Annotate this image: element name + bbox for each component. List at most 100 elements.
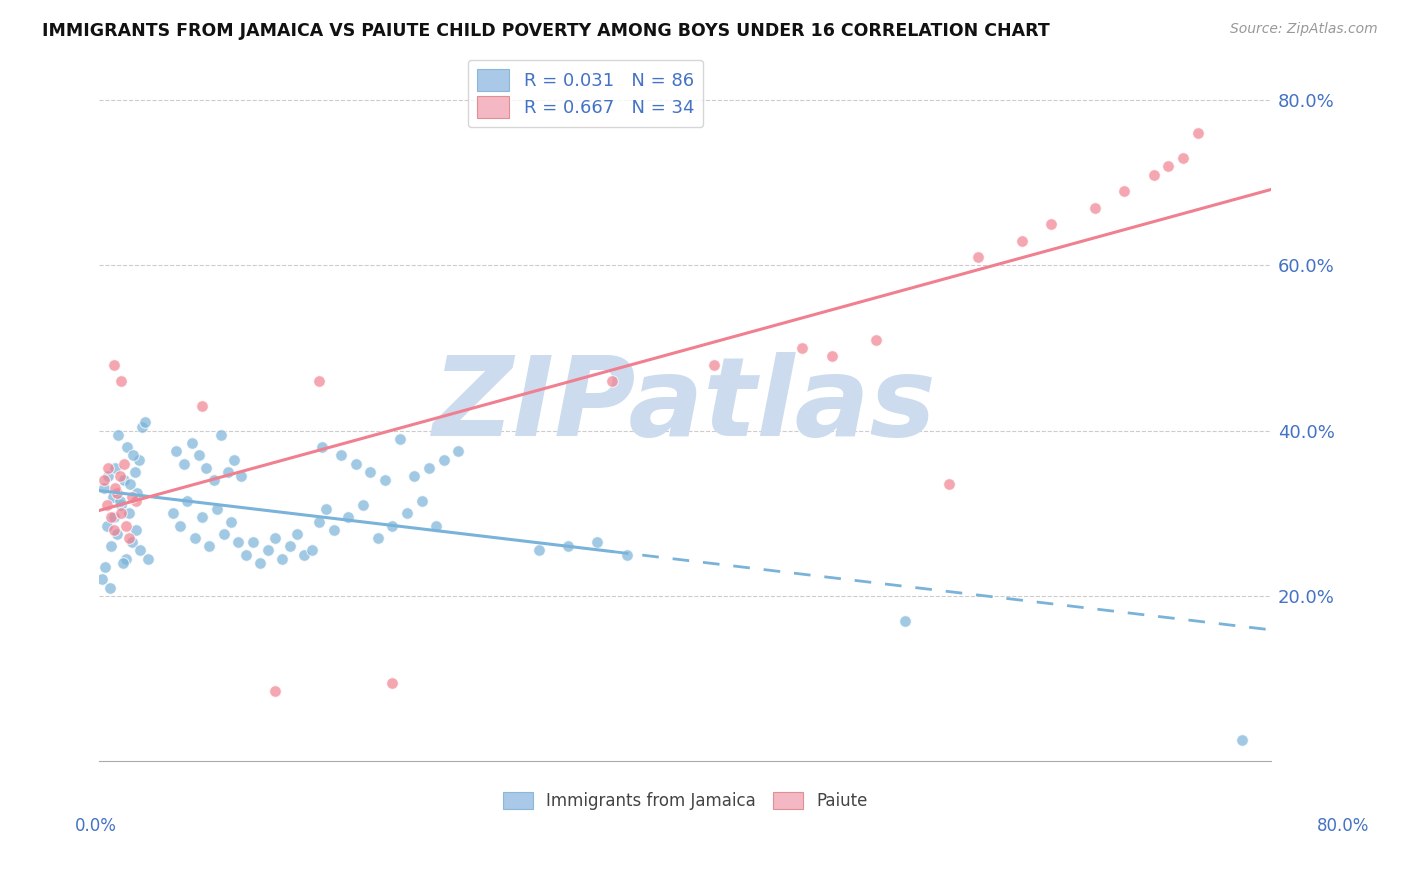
Point	[96, 518, 118, 533]
Point	[114, 551, 136, 566]
Point	[120, 477, 142, 491]
Text: 0.0%: 0.0%	[75, 817, 117, 835]
Point	[249, 556, 271, 570]
Point	[180, 436, 202, 450]
Point	[103, 523, 125, 537]
Point	[322, 523, 344, 537]
Point	[104, 460, 127, 475]
Point	[97, 460, 120, 475]
Point	[1230, 733, 1253, 747]
Point	[165, 444, 187, 458]
Point	[308, 515, 330, 529]
Point	[205, 502, 228, 516]
Point	[388, 432, 411, 446]
Point	[222, 452, 245, 467]
Point	[938, 477, 960, 491]
Point	[112, 457, 135, 471]
Point	[112, 473, 135, 487]
Point	[110, 506, 132, 520]
Point	[894, 614, 917, 628]
Point	[93, 482, 115, 496]
Point	[121, 490, 143, 504]
Point	[125, 494, 148, 508]
Point	[231, 469, 253, 483]
Point	[404, 469, 426, 483]
Point	[118, 506, 141, 520]
Point	[395, 506, 418, 520]
Point	[219, 515, 242, 529]
Text: 80.0%: 80.0%	[1316, 817, 1369, 835]
Point	[103, 358, 125, 372]
Point	[110, 498, 132, 512]
Point	[125, 523, 148, 537]
Point	[242, 535, 264, 549]
Point	[278, 539, 301, 553]
Point	[967, 250, 990, 264]
Point	[100, 510, 122, 524]
Point	[91, 572, 114, 586]
Point	[432, 452, 454, 467]
Point	[311, 440, 333, 454]
Point	[115, 440, 138, 454]
Point	[586, 535, 609, 549]
Point	[191, 399, 214, 413]
Point	[105, 527, 128, 541]
Point	[94, 560, 117, 574]
Point	[235, 548, 257, 562]
Point	[111, 556, 134, 570]
Point	[131, 419, 153, 434]
Point	[600, 374, 623, 388]
Point	[1143, 168, 1166, 182]
Point	[228, 535, 250, 549]
Point	[169, 518, 191, 533]
Point	[374, 473, 396, 487]
Point	[557, 539, 579, 553]
Point	[271, 551, 294, 566]
Point	[195, 460, 218, 475]
Point	[411, 494, 433, 508]
Point	[198, 539, 221, 553]
Point	[96, 498, 118, 512]
Point	[1114, 184, 1136, 198]
Point	[381, 675, 404, 690]
Point	[359, 465, 381, 479]
Point	[124, 465, 146, 479]
Point	[93, 473, 115, 487]
Point	[616, 548, 638, 562]
Point	[381, 518, 404, 533]
Point	[425, 518, 447, 533]
Point	[315, 502, 337, 516]
Point	[820, 349, 842, 363]
Point	[1171, 151, 1194, 165]
Point	[183, 531, 205, 545]
Point	[292, 548, 315, 562]
Point	[103, 510, 125, 524]
Point	[1084, 201, 1107, 215]
Point	[97, 469, 120, 483]
Point	[527, 543, 550, 558]
Point	[367, 531, 389, 545]
Point	[187, 449, 209, 463]
Point	[100, 539, 122, 553]
Point	[256, 543, 278, 558]
Point	[98, 581, 121, 595]
Point	[108, 469, 131, 483]
Point	[447, 444, 470, 458]
Point	[1011, 234, 1033, 248]
Point	[418, 460, 440, 475]
Point	[129, 543, 152, 558]
Point	[114, 518, 136, 533]
Point	[121, 535, 143, 549]
Point	[162, 506, 184, 520]
Point	[191, 510, 214, 524]
Point	[352, 498, 374, 512]
Point	[173, 457, 195, 471]
Point	[128, 452, 150, 467]
Point	[118, 531, 141, 545]
Point	[107, 427, 129, 442]
Point	[127, 485, 149, 500]
Point	[108, 494, 131, 508]
Point	[104, 482, 127, 496]
Point	[134, 416, 156, 430]
Point	[105, 485, 128, 500]
